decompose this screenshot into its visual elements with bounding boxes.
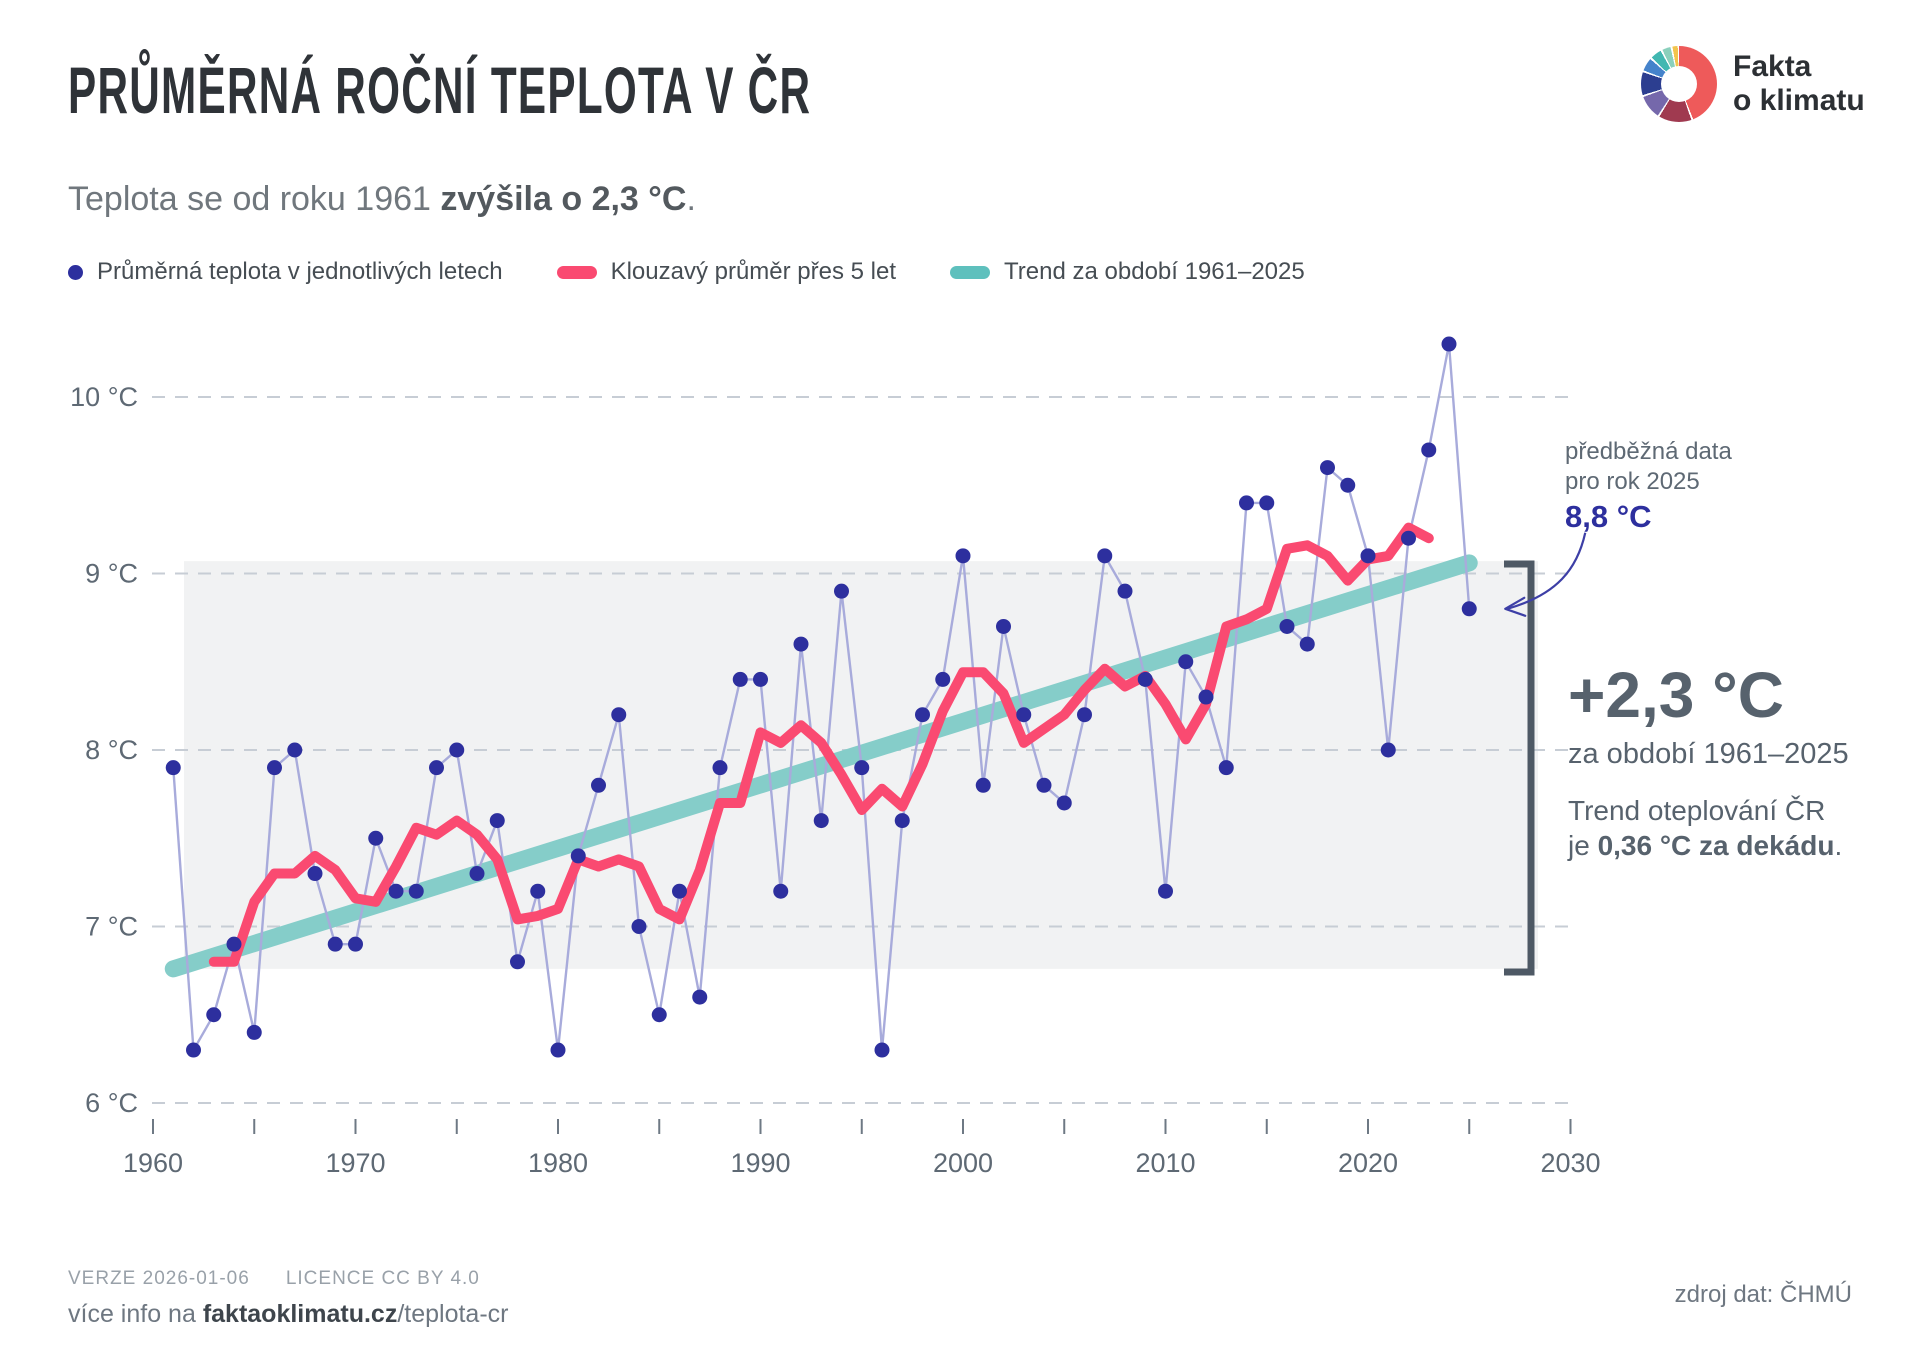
svg-text:1970: 1970 bbox=[325, 1148, 385, 1178]
svg-text:10 °C: 10 °C bbox=[70, 382, 138, 412]
page-title: PRŮMĚRNÁ ROČNÍ TEPLOTA V ČR bbox=[68, 53, 812, 127]
footer-meta: VERZE 2026-01-06 LICENCE CC BY 4.0 bbox=[68, 1268, 516, 1290]
legend-label: Trend za období 1961–2025 bbox=[1004, 258, 1305, 285]
warming-stats-block: +2,3 °C za období 1961–2025 Trend oteplo… bbox=[1568, 660, 1849, 863]
svg-text:9 °C: 9 °C bbox=[85, 559, 138, 589]
info-path: /teplota-cr bbox=[397, 1300, 509, 1328]
logo-wordmark: Fakta o klimatu bbox=[1733, 50, 1865, 118]
annotation-line1: předběžná data bbox=[1565, 438, 1732, 465]
trend-line1: Trend oteplování ČR bbox=[1568, 795, 1826, 826]
svg-text:2020: 2020 bbox=[1338, 1148, 1398, 1178]
logo-line2: o klimatu bbox=[1733, 84, 1865, 117]
trend-period-char: . bbox=[1834, 830, 1843, 861]
svg-text:8 °C: 8 °C bbox=[85, 735, 138, 765]
svg-text:6 °C: 6 °C bbox=[85, 1088, 138, 1118]
subtitle-period: . bbox=[686, 180, 696, 218]
legend-label: Průměrná teplota v jednotlivých letech bbox=[97, 258, 503, 285]
info-prefix: více info na bbox=[68, 1300, 203, 1328]
trend-description: Trend oteplování ČR je 0,36 °C za dekádu… bbox=[1568, 793, 1849, 863]
svg-text:1990: 1990 bbox=[730, 1148, 790, 1178]
legend-item-annual-temperature: Průměrná teplota v jednotlivých letech bbox=[68, 258, 503, 286]
legend-label: Klouzavý průměr přes 5 let bbox=[610, 258, 897, 285]
svg-text:2000: 2000 bbox=[933, 1148, 993, 1178]
annotation-line2: pro rok 2025 bbox=[1565, 468, 1700, 495]
licence-label: LICENCE CC BY 4.0 bbox=[285, 1268, 480, 1289]
annotation-value: 8,8 °C bbox=[1565, 499, 1652, 534]
dot-marker-icon bbox=[68, 264, 83, 280]
version-label: VERZE 2026-01-06 bbox=[68, 1268, 250, 1289]
logo-donut-icon bbox=[1641, 46, 1717, 122]
trend-rate: 0,36 °C za dekádu bbox=[1597, 830, 1835, 861]
subtitle-highlight: zvýšila o 2,3 °C bbox=[440, 180, 687, 218]
svg-text:2010: 2010 bbox=[1135, 1148, 1195, 1178]
svg-text:2030: 2030 bbox=[1540, 1148, 1600, 1178]
footer-info: více info na faktaoklimatu.cz/teplota-cr bbox=[68, 1300, 509, 1329]
preliminary-data-annotation: předběžná data pro rok 2025 8,8 °C bbox=[1565, 437, 1732, 532]
trend-prefix: je bbox=[1568, 830, 1598, 861]
delta-value: +2,3 °C bbox=[1568, 659, 1784, 731]
svg-text:7 °C: 7 °C bbox=[85, 912, 138, 942]
delta-period: za období 1961–2025 bbox=[1568, 738, 1849, 770]
fakta-o-klimatu-logo: Fakta o klimatu bbox=[1641, 46, 1891, 126]
chart-legend: Průměrná teplota v jednotlivých letech K… bbox=[68, 258, 1305, 286]
info-domain: faktaoklimatu.cz bbox=[202, 1300, 398, 1328]
legend-item-trend: Trend za období 1961–2025 bbox=[950, 258, 1305, 286]
logo-line1: Fakta bbox=[1733, 50, 1812, 83]
svg-text:1980: 1980 bbox=[528, 1148, 588, 1178]
line-marker-icon bbox=[950, 265, 991, 279]
data-source-label: zdroj dat: ČHMÚ bbox=[1674, 1281, 1852, 1308]
page-subtitle: Teplota se od roku 1961 zvýšila o 2,3 °C… bbox=[68, 180, 696, 219]
line-marker-icon bbox=[556, 265, 597, 279]
svg-text:1960: 1960 bbox=[123, 1148, 183, 1178]
legend-item-moving-average: Klouzavý průměr přes 5 let bbox=[556, 258, 897, 286]
subtitle-text: Teplota se od roku 1961 bbox=[68, 180, 441, 218]
